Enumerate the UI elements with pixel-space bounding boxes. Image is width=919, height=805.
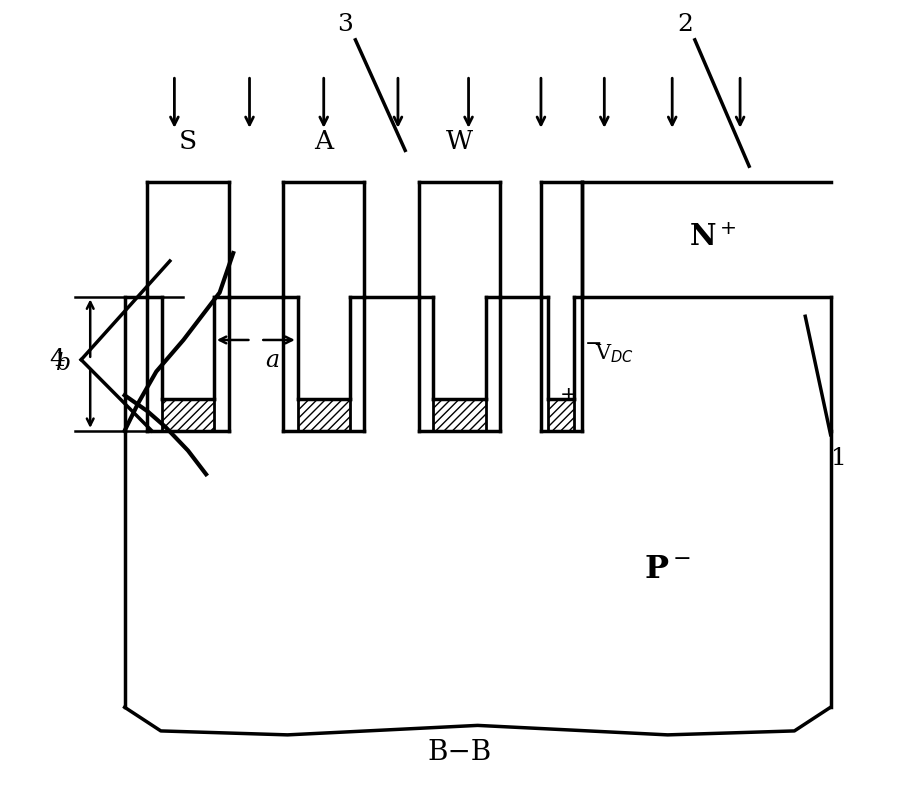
Text: B−B: B−B (427, 740, 492, 766)
Text: b: b (55, 352, 71, 375)
Text: A: A (314, 130, 334, 155)
Text: S: S (179, 130, 197, 155)
Text: a: a (265, 349, 279, 373)
Text: −: − (584, 334, 602, 354)
Text: N$^+$: N$^+$ (689, 223, 737, 252)
Text: W: W (446, 130, 473, 155)
Bar (298, 399, 350, 431)
Text: 1: 1 (831, 447, 846, 469)
Bar (162, 399, 214, 431)
Text: +: + (560, 386, 577, 405)
Text: 3: 3 (337, 13, 353, 36)
Bar (434, 399, 485, 431)
Text: 4: 4 (49, 349, 64, 371)
Bar (549, 399, 574, 431)
Text: P$^-$: P$^-$ (644, 554, 691, 584)
Text: 2: 2 (677, 13, 693, 36)
Text: V$_{DC}$: V$_{DC}$ (596, 342, 634, 365)
